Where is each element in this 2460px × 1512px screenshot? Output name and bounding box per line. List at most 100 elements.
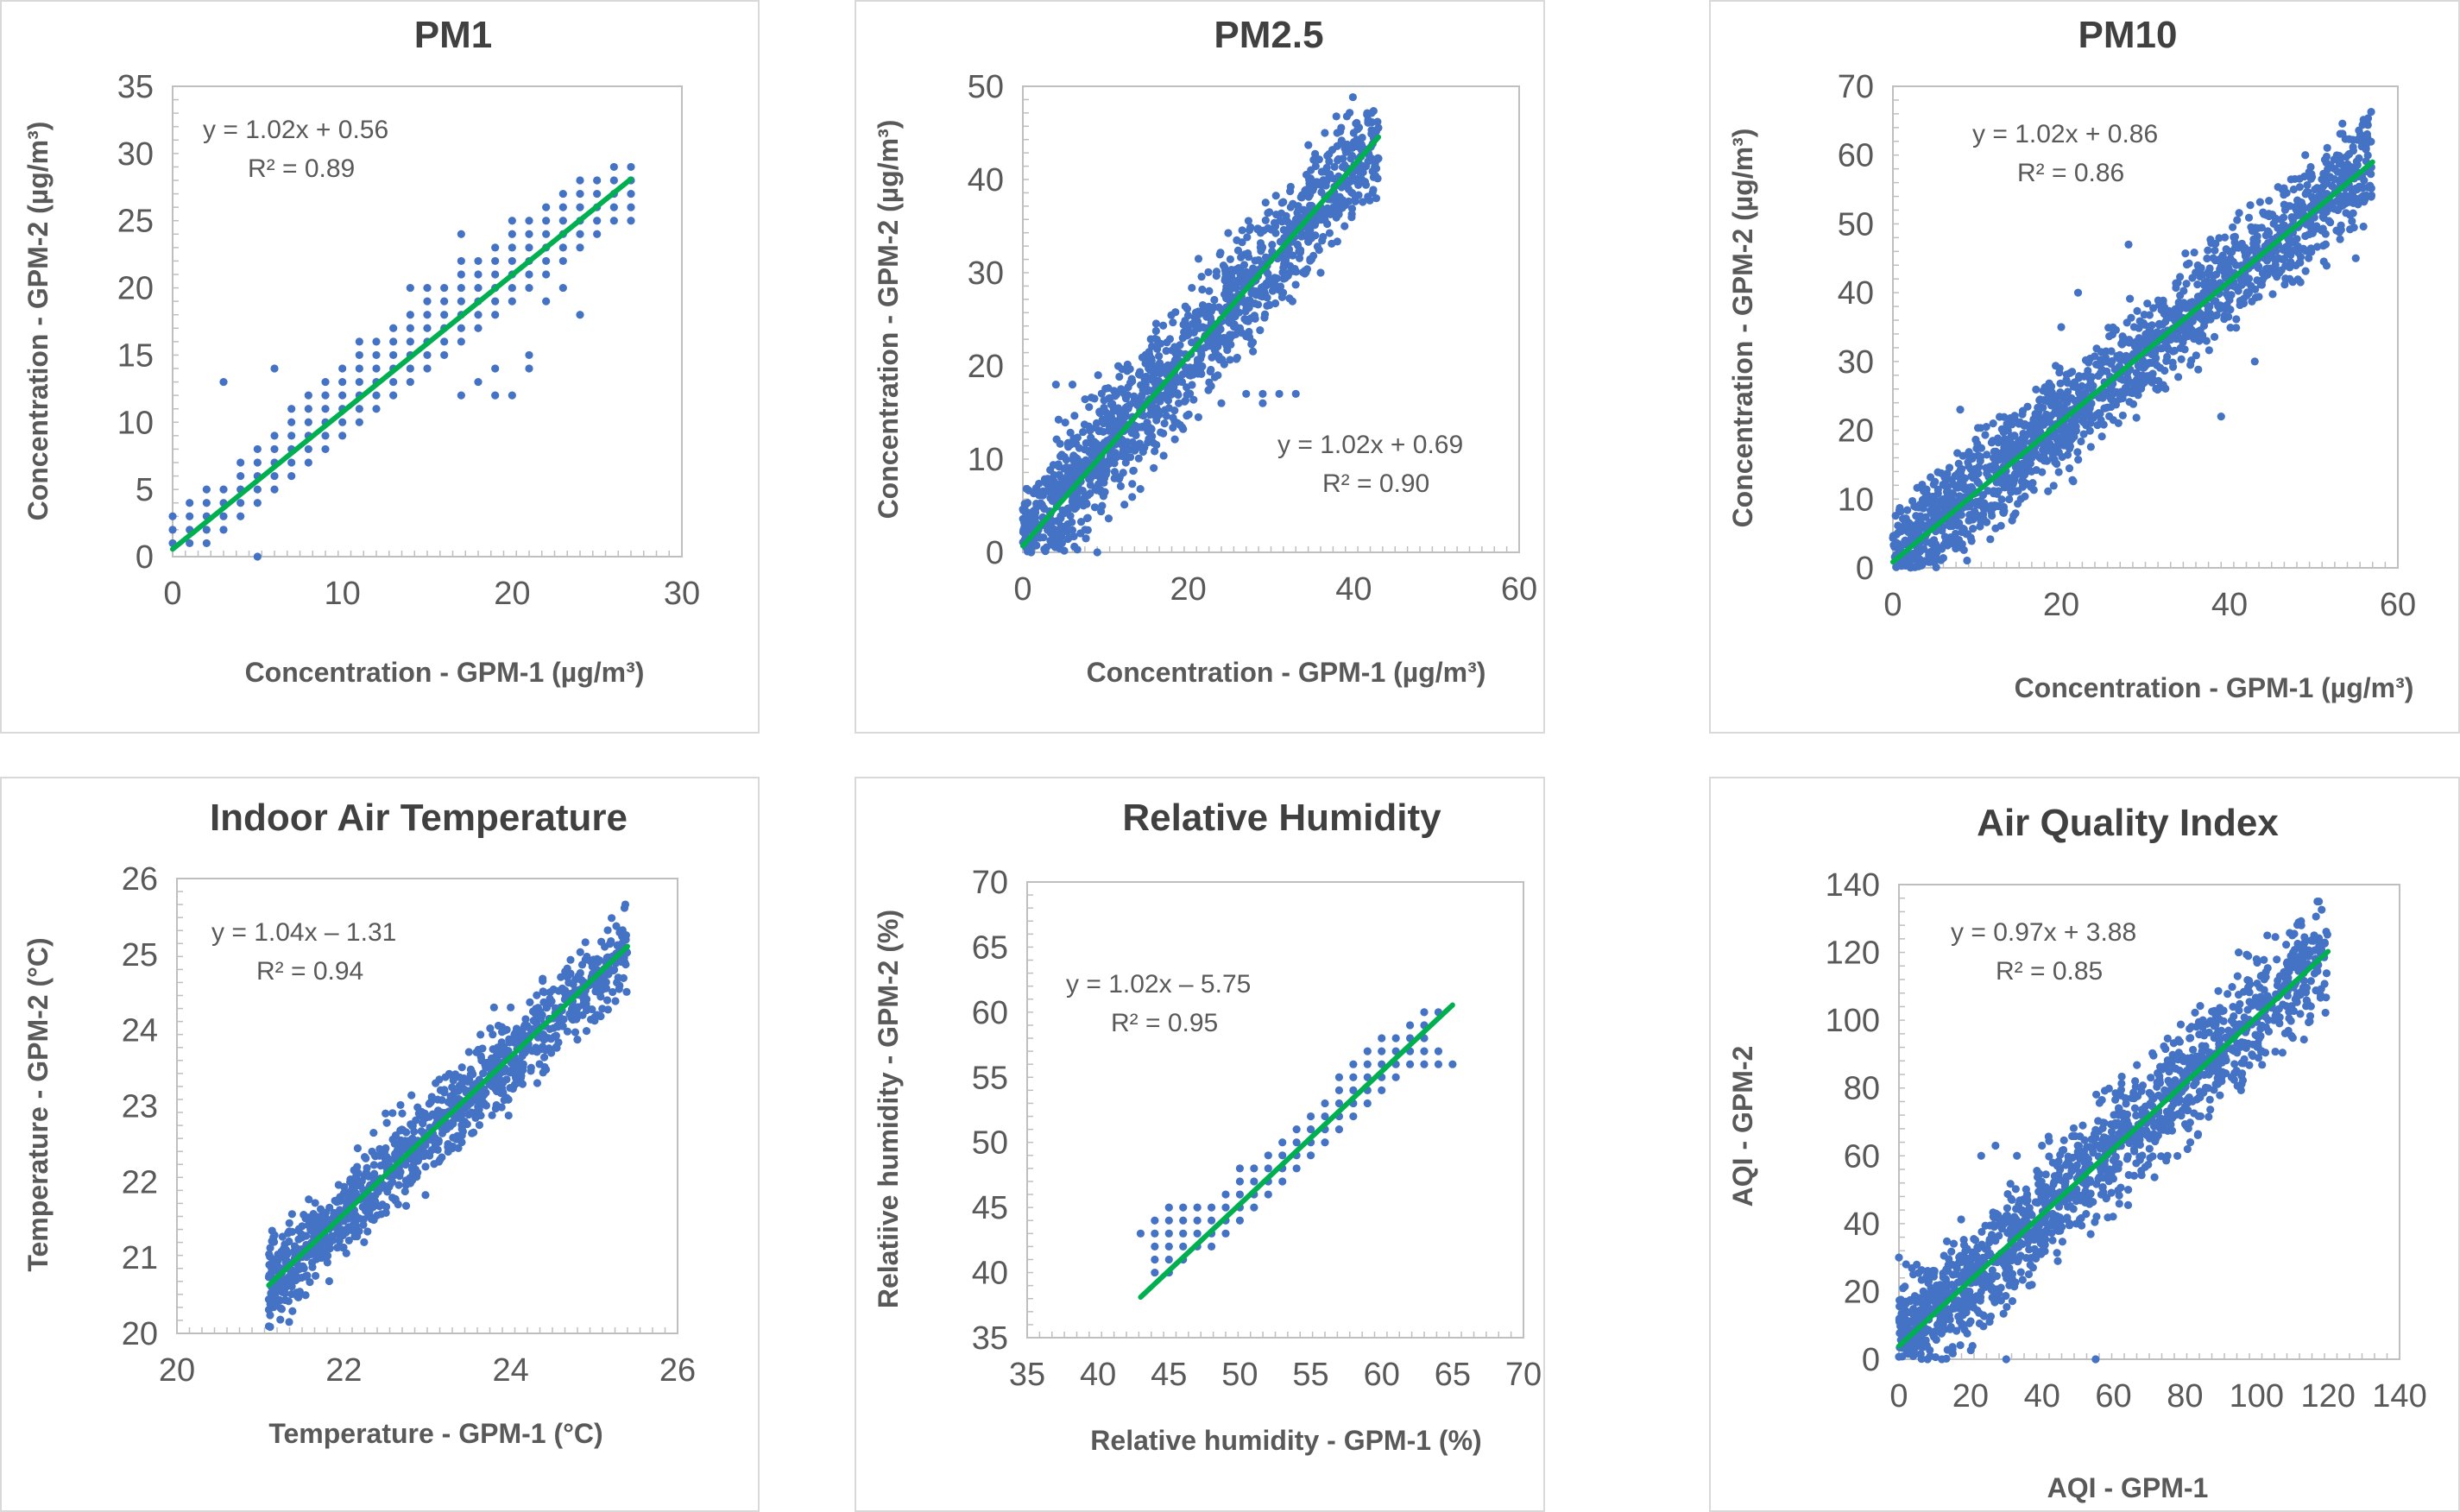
data-point xyxy=(1256,326,1265,335)
data-point xyxy=(1188,381,1196,389)
data-point xyxy=(1250,1203,1258,1212)
data-point xyxy=(2325,173,2335,181)
trendline xyxy=(170,176,634,552)
data-point xyxy=(1066,428,1075,437)
data-point xyxy=(474,256,483,266)
data-point xyxy=(1230,283,1239,293)
data-point xyxy=(2362,144,2370,153)
data-point xyxy=(305,1195,313,1204)
data-point xyxy=(1189,395,1198,404)
data-point xyxy=(1226,356,1234,364)
data-point xyxy=(2253,276,2261,285)
data-point xyxy=(2268,290,2277,299)
y-axis-label: Temperature - GPM-2 (°C) xyxy=(22,937,54,1271)
data-point xyxy=(219,512,228,520)
data-point xyxy=(253,485,262,494)
data-point xyxy=(542,256,551,266)
data-point xyxy=(2255,198,2264,206)
data-point xyxy=(2058,452,2066,462)
data-point xyxy=(323,1258,331,1267)
data-point xyxy=(540,1062,549,1072)
data-point xyxy=(1131,421,1139,430)
y-tick-label: 70 xyxy=(1838,69,1874,105)
trendline xyxy=(1020,134,1382,549)
data-point xyxy=(1070,504,1079,513)
data-point xyxy=(1155,359,1164,368)
x-tick-label: 0 xyxy=(1013,571,1031,608)
data-point xyxy=(2127,313,2135,322)
data-point xyxy=(438,1096,446,1105)
data-point xyxy=(1963,450,1971,459)
data-point xyxy=(1996,413,2004,421)
data-point xyxy=(442,1121,451,1130)
data-point xyxy=(219,526,228,534)
data-point xyxy=(2068,476,2077,484)
data-point xyxy=(2294,249,2303,257)
data-point xyxy=(1181,396,1189,405)
data-point xyxy=(2312,243,2322,251)
data-point xyxy=(2077,437,2085,446)
data-point xyxy=(558,217,567,225)
data-point xyxy=(508,297,516,306)
data-point xyxy=(1901,537,1909,545)
data-point xyxy=(2126,294,2135,303)
data-point xyxy=(1260,313,1269,322)
data-point xyxy=(1941,538,1950,546)
data-point xyxy=(371,1152,380,1161)
data-point xyxy=(1090,503,1100,512)
data-point xyxy=(301,1291,310,1300)
data-point xyxy=(2003,419,2011,428)
data-point xyxy=(1147,425,1156,433)
data-point xyxy=(2286,202,2294,211)
r-squared-label: R² = 0.90 xyxy=(1322,469,1429,498)
data-point xyxy=(421,1162,430,1171)
data-point xyxy=(1279,263,1288,272)
data-point xyxy=(2014,500,2022,508)
data-point xyxy=(593,189,602,198)
data-point xyxy=(1184,389,1193,398)
data-point xyxy=(482,1063,490,1072)
data-point xyxy=(1378,1086,1386,1094)
data-point xyxy=(2306,244,2315,253)
data-point xyxy=(285,1219,293,1227)
data-point xyxy=(1358,142,1367,152)
data-point xyxy=(335,1206,344,1214)
data-point xyxy=(2296,258,2305,267)
data-point xyxy=(1221,286,1231,294)
data-point xyxy=(1148,342,1157,350)
data-point xyxy=(1207,381,1215,390)
data-point xyxy=(457,1063,466,1072)
data-point xyxy=(1245,327,1253,337)
data-point xyxy=(1051,381,1060,389)
data-point xyxy=(1334,1099,1344,1108)
data-point xyxy=(406,311,414,319)
chart-title: PM2.5 xyxy=(1214,14,1323,56)
data-point xyxy=(2094,409,2104,418)
data-point xyxy=(2031,410,2040,419)
data-point xyxy=(2053,444,2062,453)
data-point xyxy=(1965,462,1973,470)
data-point xyxy=(2170,346,2179,355)
data-point xyxy=(1152,440,1161,450)
data-point xyxy=(2232,315,2241,324)
data-point xyxy=(1110,468,1120,476)
data-point xyxy=(1316,268,1325,277)
data-point xyxy=(1060,452,1069,462)
data-point xyxy=(1217,399,1226,407)
data-point xyxy=(1349,129,1358,137)
data-point xyxy=(1321,1112,1329,1121)
chart-title: PM1 xyxy=(414,14,492,56)
data-point xyxy=(1991,502,2000,511)
data-point xyxy=(2107,384,2116,394)
data-point xyxy=(430,1137,439,1146)
data-point xyxy=(1279,198,1288,206)
data-point xyxy=(1050,543,1060,551)
data-point xyxy=(1931,539,1940,549)
data-point xyxy=(388,1194,397,1202)
data-point xyxy=(1928,547,1937,556)
data-point xyxy=(268,1255,277,1263)
data-point xyxy=(1107,413,1116,422)
data-point xyxy=(586,957,595,966)
data-point xyxy=(440,350,449,360)
data-point xyxy=(1354,180,1363,190)
